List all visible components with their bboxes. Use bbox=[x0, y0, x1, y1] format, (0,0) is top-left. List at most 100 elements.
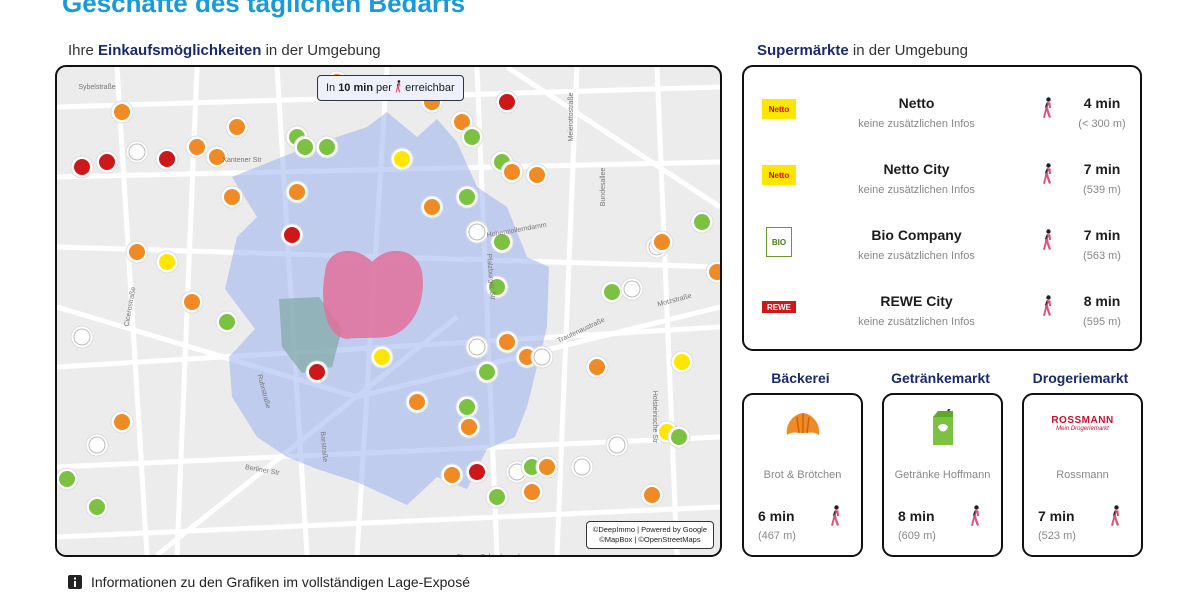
walk-distance: (563 m) bbox=[1083, 250, 1121, 262]
walk-icon bbox=[1043, 229, 1051, 250]
poi-icon bbox=[99, 154, 115, 170]
poi-marker bbox=[455, 185, 479, 209]
poi-icon bbox=[224, 189, 240, 205]
poi-marker bbox=[285, 180, 309, 204]
poi-icon bbox=[129, 244, 145, 260]
poi-marker bbox=[225, 115, 249, 139]
store-logo: BIO bbox=[766, 227, 792, 257]
walk-icon bbox=[395, 80, 402, 96]
poi-marker bbox=[570, 455, 594, 479]
store-name: Getränke Hoffmann bbox=[894, 469, 991, 481]
page-title: Geschäfte des täglichen Bedarfs bbox=[62, 0, 466, 18]
category-icon bbox=[884, 404, 1001, 452]
poi-marker bbox=[155, 250, 179, 274]
store-logo: Netto bbox=[762, 99, 796, 119]
poi-icon bbox=[671, 429, 687, 445]
store-name: Netto bbox=[898, 95, 935, 111]
poi-icon bbox=[499, 334, 515, 350]
poi-icon bbox=[469, 464, 485, 480]
walk-icon bbox=[1042, 97, 1054, 124]
street bbox=[114, 67, 150, 555]
poi-marker bbox=[305, 360, 329, 384]
poi-icon bbox=[623, 280, 641, 298]
poi-marker bbox=[670, 350, 694, 374]
poi-marker bbox=[495, 330, 519, 354]
category-icon: ROSSMANN Mein Drogeriemarkt bbox=[1024, 409, 1141, 432]
badge-text: erreichbar bbox=[405, 82, 455, 95]
poi-marker bbox=[185, 135, 209, 159]
street bbox=[505, 67, 720, 210]
store-info: keine zusätzlichen Infos bbox=[858, 118, 975, 130]
poi-marker bbox=[520, 480, 544, 504]
poi-icon bbox=[489, 279, 505, 295]
walk-time: 6 min bbox=[758, 508, 795, 524]
poi-icon bbox=[459, 189, 475, 205]
poi-marker bbox=[500, 160, 524, 184]
walk-icon bbox=[1110, 505, 1122, 532]
poi-icon bbox=[409, 394, 425, 410]
category-card: Getränke Hoffmann 8 min (609 m) bbox=[882, 393, 1003, 557]
heading-text: Ihre bbox=[68, 42, 94, 59]
poi-icon bbox=[73, 328, 91, 346]
street-label: Berliner Str bbox=[244, 464, 280, 477]
poi-marker bbox=[600, 280, 624, 304]
poi-icon bbox=[468, 223, 486, 241]
walk-icon bbox=[1042, 163, 1054, 190]
walk-icon bbox=[1042, 229, 1054, 256]
start-area bbox=[323, 250, 423, 339]
street-label: Bundesallee bbox=[600, 168, 607, 207]
walk-distance: (< 300 m) bbox=[1078, 118, 1126, 130]
category-icon bbox=[744, 409, 861, 448]
walk-icon bbox=[1043, 163, 1051, 184]
walk-time: 7 min bbox=[1083, 161, 1121, 177]
poi-icon bbox=[114, 104, 130, 120]
poi-icon bbox=[608, 436, 626, 454]
store-name: Rossmann bbox=[1056, 469, 1109, 481]
street-label: Xantener Str bbox=[222, 157, 262, 164]
poi-icon bbox=[519, 349, 535, 365]
store-logo: Netto bbox=[762, 165, 796, 185]
poi-icon bbox=[319, 139, 335, 155]
heading-text: in der Umgebung bbox=[265, 42, 381, 59]
poi-marker bbox=[390, 147, 414, 171]
poi-marker bbox=[495, 90, 519, 114]
poi-marker bbox=[465, 335, 489, 359]
store-info: keine zusätzlichen Infos bbox=[858, 184, 975, 196]
poi-marker bbox=[525, 163, 549, 187]
poi-marker bbox=[180, 290, 204, 314]
poi-marker bbox=[293, 135, 317, 159]
poi-marker bbox=[405, 390, 429, 414]
poi-icon bbox=[459, 399, 475, 415]
store-name: Netto City bbox=[883, 161, 950, 177]
poi-marker bbox=[585, 355, 609, 379]
store-info: keine zusätzlichen Infos bbox=[858, 316, 975, 328]
poi-marker bbox=[455, 395, 479, 419]
supermarket-row: Netto Netto City keine zusätzlichen Infos 7… bbox=[744, 143, 1140, 209]
map[interactable]: Sybelstraße Xantener Str Cicerostraße Hohen… bbox=[55, 65, 722, 557]
supermarket-row: BIO Bio Company keine zusätzlichen Infos 7 … bbox=[744, 209, 1140, 275]
poi-icon bbox=[461, 419, 477, 435]
poi-marker bbox=[420, 195, 444, 219]
store-name: REWE City bbox=[880, 293, 953, 309]
poi-icon bbox=[674, 354, 690, 370]
poi-icon bbox=[219, 314, 235, 330]
poi-marker bbox=[125, 140, 149, 164]
poi-icon bbox=[539, 459, 555, 475]
poi-icon bbox=[524, 484, 540, 500]
heading-text: in der Umgebung bbox=[852, 42, 968, 59]
poi-icon bbox=[209, 149, 225, 165]
poi-marker bbox=[440, 463, 464, 487]
card-heading: Drogeriemarkt bbox=[1032, 370, 1129, 386]
poi-icon bbox=[289, 184, 305, 200]
card-heading: Bäckerei bbox=[771, 370, 830, 386]
store-info: keine zusätzlichen Infos bbox=[858, 250, 975, 262]
street-label: Meierottostraße bbox=[568, 92, 575, 141]
poi-marker bbox=[85, 433, 109, 457]
poi-icon bbox=[59, 471, 75, 487]
isochrone-badge: In 10 min per erreichbar bbox=[317, 75, 464, 102]
poi-marker bbox=[125, 240, 149, 264]
walk-icon bbox=[1043, 295, 1051, 316]
poi-icon bbox=[184, 294, 200, 310]
